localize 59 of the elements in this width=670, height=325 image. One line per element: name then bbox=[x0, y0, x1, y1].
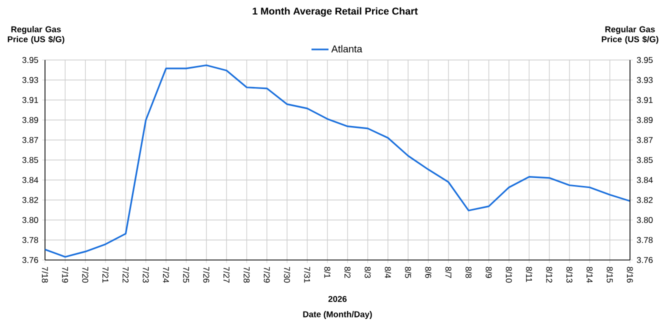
x-tick-label: 7/25 bbox=[183, 266, 190, 283]
y-tick-label: 3.80 bbox=[22, 217, 38, 223]
x-tick-label: 7/21 bbox=[102, 266, 109, 283]
x-tick-label: 7/26 bbox=[203, 266, 210, 283]
y-tick-label: 3.84 bbox=[22, 177, 38, 183]
text: 2026 bbox=[328, 296, 347, 302]
y-axis-title: Regular Gas Price (US $/G) bbox=[8, 26, 64, 44]
x-tick-label: 8/12 bbox=[546, 266, 552, 283]
x-tick-label: 8/15 bbox=[606, 266, 613, 283]
y2-tick-label: 3.91 bbox=[636, 97, 653, 103]
x-tick-label: 8/1 bbox=[324, 266, 331, 278]
x-tick-label: 7/29 bbox=[264, 266, 270, 283]
y2-tick-label: 3.85 bbox=[636, 157, 653, 163]
x-tick-label: 8/2 bbox=[344, 266, 351, 278]
y2-tick-label: 3.89 bbox=[636, 117, 653, 123]
x-tick-label: 7/20 bbox=[82, 266, 88, 283]
x-tick-label: 7/23 bbox=[142, 266, 149, 283]
x-tick-label: 8/11 bbox=[526, 266, 532, 282]
x-tick-label: 8/3 bbox=[364, 266, 371, 278]
x-tick-label: 8/7 bbox=[445, 266, 452, 278]
y-tick-label: 3.78 bbox=[22, 237, 38, 243]
x-tick-label: 8/4 bbox=[384, 266, 392, 278]
y-tick-label: 3.85 bbox=[22, 157, 38, 163]
chart-title: 1 Month Average Retail Price Chart bbox=[252, 7, 418, 17]
x-tick-label: 8/5 bbox=[405, 266, 412, 278]
y-tick-label: 3.87 bbox=[22, 137, 38, 143]
line-series bbox=[45, 64, 630, 258]
x-tick-label: 8/8 bbox=[466, 266, 472, 278]
x-tick-label: 7/19 bbox=[62, 266, 68, 283]
y2-tick-label: 3.80 bbox=[636, 217, 653, 223]
y2-tick-label: 3.84 bbox=[636, 177, 653, 183]
y2-tick-label: 3.78 bbox=[636, 237, 653, 243]
y2-tick-label: 3.82 bbox=[636, 197, 653, 203]
y-tick-label: 3.95 bbox=[22, 57, 38, 63]
x-tick-label: 7/30 bbox=[284, 266, 290, 283]
x-tick-label: 8/9 bbox=[486, 266, 492, 278]
x-tick-label: 8/14 bbox=[586, 266, 593, 283]
x-tick-label: 7/22 bbox=[122, 266, 129, 283]
y2-tick-label: 3.93 bbox=[636, 77, 653, 83]
y-tick-label: 3.82 bbox=[22, 197, 38, 203]
x-tick-label: 8/16 bbox=[626, 266, 634, 283]
y-tick-label: 3.89 bbox=[22, 117, 38, 123]
x-tick-label: 7/31 bbox=[304, 266, 310, 283]
y2-tick-label: 3.95 bbox=[636, 57, 653, 63]
x-tick-label: 8/10 bbox=[506, 266, 512, 283]
legend-label: Atlanta bbox=[331, 45, 362, 52]
x-tick-label: 8/6 bbox=[425, 266, 432, 278]
y2-axis-title: Regular Gas Price (US $/G) bbox=[602, 26, 658, 44]
x-tick-label: 8/13 bbox=[566, 266, 573, 283]
x-tick-label: 7/18 bbox=[42, 266, 48, 283]
x-tick-label: 7/27 bbox=[223, 266, 230, 283]
y-tick-label: 3.76 bbox=[22, 257, 38, 263]
x-axis-title: Date (Month/Day) bbox=[303, 311, 372, 319]
y2-tick-label: 3.87 bbox=[636, 137, 653, 143]
y-tick-label: 3.93 bbox=[22, 77, 38, 83]
y2-tick-label: 3.76 bbox=[636, 257, 653, 263]
x-tick-label: 7/28 bbox=[244, 266, 250, 283]
x-tick-label: 7/24 bbox=[162, 266, 170, 283]
y-tick-label: 3.91 bbox=[22, 97, 38, 103]
